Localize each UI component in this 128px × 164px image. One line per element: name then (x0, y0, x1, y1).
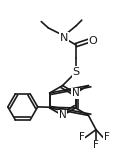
Text: F: F (104, 133, 110, 143)
Text: S: S (73, 67, 80, 77)
Text: N: N (59, 110, 66, 120)
Text: N: N (72, 88, 79, 98)
Text: N: N (60, 33, 68, 43)
Text: O: O (88, 36, 97, 46)
Text: F: F (93, 140, 99, 150)
Text: F: F (79, 133, 85, 143)
